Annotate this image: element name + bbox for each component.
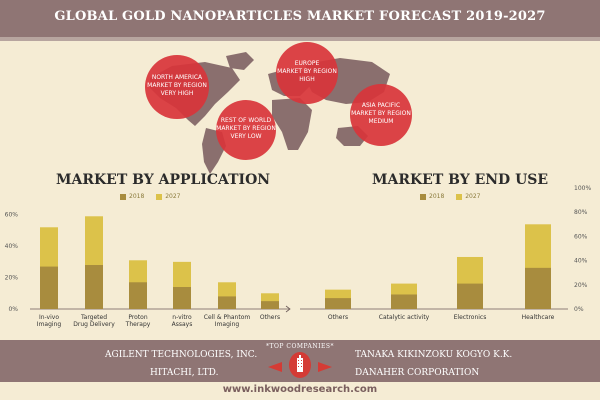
bar-2018 — [261, 301, 279, 309]
region-bubble-north-america: NORTH AMERICA MARKET BY REGION VERY HIGH — [145, 55, 209, 119]
website-url: www.inkwoodresearch.com — [222, 384, 378, 395]
legend-label: 2027 — [165, 193, 181, 200]
company-name: TANAKA KIKINZOKU KOGYO K.K. — [355, 350, 513, 360]
category-label: Others — [328, 314, 348, 321]
region-label-line: NORTH AMERICA — [152, 74, 203, 81]
y-tick-label: 60% — [5, 212, 19, 219]
category-label: Imaging — [215, 321, 240, 328]
region-label-line: MARKET BY REGION — [351, 110, 411, 117]
category-label: Drug Delivery — [73, 321, 115, 328]
category-label: Catalytic activity — [379, 314, 430, 321]
legend-label: 2018 — [129, 193, 145, 200]
arrow-right-icon — [318, 362, 332, 372]
y-tick-label: 20% — [5, 275, 19, 282]
bar-2018 — [218, 296, 236, 309]
region-bubble-europe: EUROPE MARKET BY REGION HIGH — [276, 42, 338, 104]
legend-label: 2018 — [429, 193, 445, 200]
y-tick-label: 60% — [574, 233, 588, 240]
legend-label: 2027 — [465, 193, 481, 200]
application-legend: 2018 2027 — [120, 193, 190, 200]
legend-item-2018: 2018 — [420, 193, 444, 200]
region-bubble-rest-of-world: REST OF WORLD MARKET BY REGION VERY LOW — [216, 100, 276, 160]
category-label: Imaging — [37, 321, 62, 328]
y-tick-label: 80% — [574, 209, 588, 216]
category-label: In-vivo — [39, 314, 59, 321]
bar-2018 — [129, 282, 147, 309]
region-label-line: HIGH — [299, 76, 314, 83]
category-label: Cell & Phantom — [204, 314, 251, 321]
category-label: Therapy — [125, 321, 151, 328]
y-tick-label: 20% — [574, 282, 588, 289]
page-title: GLOBAL GOLD NANOPARTICLES MARKET FORECAS… — [54, 9, 546, 24]
region-label-line: VERY LOW — [230, 133, 261, 140]
axis-arrow-icon — [285, 305, 291, 313]
building-icon — [289, 352, 311, 378]
legend-item-2027: 2027 — [156, 193, 180, 200]
bar-2018 — [525, 267, 551, 309]
company-name: HITACHI, LTD. — [150, 368, 219, 378]
application-chart-title: MARKET BY APPLICATION — [56, 172, 271, 188]
region-label-line: MARKET BY REGION — [147, 82, 207, 89]
company-name: DANAHER CORPORATION — [355, 368, 480, 378]
y-tick-label: 40% — [5, 243, 19, 250]
category-label: Others — [260, 314, 280, 321]
y-tick-label: 100% — [574, 185, 591, 192]
region-label-line: MARKET BY REGION — [277, 68, 337, 75]
y-tick-label: 40% — [574, 258, 588, 265]
category-label: n-vitro — [172, 314, 192, 321]
region-label-line: VERY HIGH — [161, 90, 194, 97]
region-label-line: REST OF WORLD — [221, 117, 272, 124]
region-bubble-asia-pacific: ASIA PACIFIC MARKET BY REGION MEDIUM — [350, 84, 412, 146]
y-tick-label: 0% — [574, 306, 584, 313]
top-companies-label: *TOP COMPANIES* — [266, 343, 334, 350]
legend-item-2027: 2027 — [456, 193, 480, 200]
world-map: NORTH AMERICA MARKET BY REGION VERY HIGH… — [145, 42, 412, 174]
bar-2018 — [325, 298, 351, 309]
legend-item-2018: 2018 — [120, 193, 144, 200]
region-label-line: ASIA PACIFIC — [362, 102, 400, 109]
y-tick-label: 0% — [8, 306, 18, 313]
end-use-legend: 2018 2027 — [420, 193, 490, 200]
region-label-line: MEDIUM — [369, 118, 394, 125]
bar-2018 — [391, 294, 417, 309]
bar-2018 — [457, 283, 483, 309]
category-label: Proton — [128, 314, 148, 321]
bar-2018 — [173, 287, 191, 309]
company-name: AGILENT TECHNOLOGIES, INC. — [105, 350, 258, 360]
arrow-left-icon — [268, 362, 282, 372]
bar-2018 — [85, 265, 103, 309]
category-label: Electronics — [454, 314, 487, 321]
region-label-line: MARKET BY REGION — [216, 125, 276, 132]
category-label: Targeted — [80, 314, 107, 321]
bar-2018 — [40, 266, 58, 309]
header-banner: GLOBAL GOLD NANOPARTICLES MARKET FORECAS… — [0, 0, 600, 41]
category-label: Healthcare — [522, 314, 555, 321]
category-label: Assays — [172, 321, 193, 328]
end-use-chart-title: MARKET BY END USE — [372, 172, 549, 188]
region-label-line: EUROPE — [295, 60, 320, 67]
